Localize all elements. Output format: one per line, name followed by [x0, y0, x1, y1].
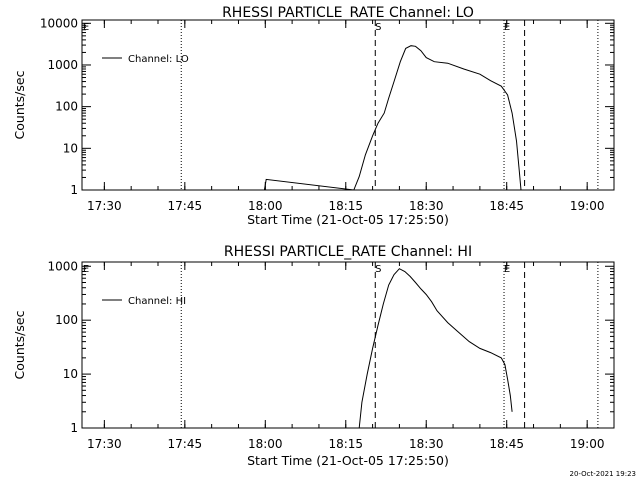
panel-2-ytick-label: 10: [63, 367, 78, 381]
panel-2-start-marker: S: [375, 264, 381, 275]
panel-1-ytick-label: 100: [55, 100, 78, 114]
panel-1-legend-label: Channel: LO: [128, 54, 189, 65]
panel-1-xtick-label: 17:45: [168, 199, 203, 213]
panel-1-ytick-label: 1000: [47, 58, 78, 72]
panel-2-xtick-label: 18:45: [489, 437, 524, 451]
panel-1-xtick-label: 18:15: [328, 199, 363, 213]
panel-1-end-marker: E: [504, 22, 510, 33]
panel-1-xlabel: Start Time (21-Oct-05 17:25:50): [247, 212, 449, 227]
panel-1-xtick-label: 18:00: [248, 199, 283, 213]
timestamp: 20-Oct-2021 19:23: [569, 470, 636, 478]
panel-2-xtick-label: 18:15: [328, 437, 363, 451]
panel-1-frame: [81, 19, 615, 191]
panel-2-ylabel: Counts/sec: [12, 310, 27, 379]
panel-2-ytick-label: 1000: [47, 259, 78, 273]
panel-2-xtick-label: 19:00: [570, 437, 605, 451]
panel-2-xtick-label: 17:45: [168, 437, 203, 451]
panel-1-xtick-label: 19:00: [570, 199, 605, 213]
panel-1-title: RHESSI PARTICLE_RATE Channel: LO: [222, 5, 474, 21]
panel-2-series-line: [358, 268, 513, 429]
panel-2-title: RHESSI PARTICLE_RATE Channel: HI: [224, 244, 472, 260]
panel-1-xtick-label: 18:45: [489, 199, 524, 213]
panel-1-ylabel: Counts/sec: [12, 70, 27, 139]
panel-1-start-marker: S: [375, 22, 381, 33]
panel-2-xlabel: Start Time (21-Oct-05 17:25:50): [247, 453, 449, 468]
panel-2-legend-label: Channel: HI: [128, 296, 186, 307]
panel-1-xtick-label: 18:30: [409, 199, 444, 213]
panel-2-xtick-label: 18:30: [409, 437, 444, 451]
panel-1-ytick-label: 1: [70, 183, 78, 197]
panel-1-ytick-label: 10: [63, 141, 78, 155]
panel-1-ytick-label: 10000: [40, 16, 78, 30]
panel-2-end-marker: E: [504, 264, 510, 275]
panel-2-corner-marker: E: [83, 264, 89, 275]
panel-2-frame: [81, 261, 615, 429]
panel-2-xtick-label: 18:00: [248, 437, 283, 451]
panel-2-ytick-label: 1: [70, 421, 78, 435]
panel-1-corner-marker: E: [83, 22, 89, 33]
panel-2-ytick-label: 100: [55, 313, 78, 327]
panel-1-xtick-label: 17:30: [87, 199, 122, 213]
panel-2-xtick-label: 17:30: [87, 437, 122, 451]
panel-1-series-line: [263, 45, 522, 191]
